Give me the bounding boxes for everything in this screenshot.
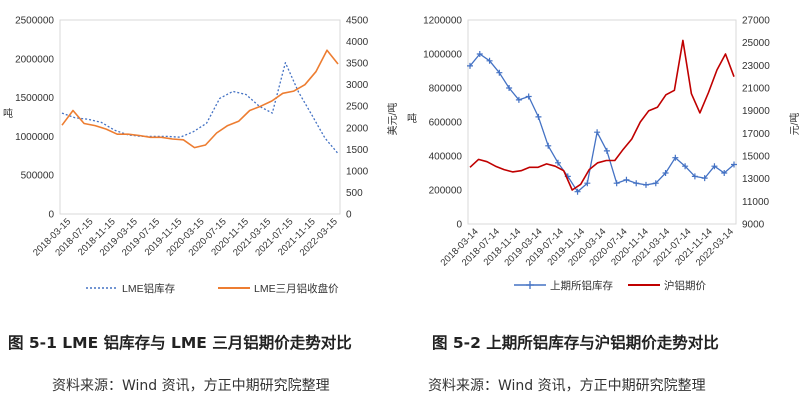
left-tick-label: 500000: [21, 171, 55, 182]
right-tick-label: 4000: [346, 37, 369, 48]
series-point-0: [486, 57, 493, 64]
left-tick-label: 2000000: [15, 54, 54, 65]
left-tick-label: 0: [456, 220, 462, 231]
series-point-0: [633, 180, 640, 187]
series-line-0: [61, 62, 339, 154]
left-tick-label: 400000: [429, 152, 463, 163]
series-point-0: [603, 147, 610, 154]
plot-area: [467, 19, 737, 225]
series-point-0: [643, 181, 649, 188]
left-tick-label: 800000: [429, 84, 463, 95]
right-axis-label: 美元/吨: [386, 103, 399, 136]
series-point-0: [594, 129, 601, 136]
series-point-0: [691, 173, 698, 180]
left-tick-label: 2500000: [15, 16, 54, 27]
left-axis-label: 吨: [407, 112, 417, 125]
series-point-0: [555, 159, 561, 166]
right-tick-label: 0: [346, 210, 352, 221]
right-tick-label: 1500: [346, 145, 369, 156]
series-line-1: [61, 49, 339, 149]
right-tick-label: 19000: [742, 106, 770, 117]
series-point-0: [515, 96, 522, 103]
left-tick-label: 0: [48, 210, 54, 221]
series-point-0: [623, 176, 630, 183]
legend-label-1: LME三月铝收盘价: [254, 282, 339, 295]
right-tick-label: 1000: [346, 166, 369, 177]
series-point-0: [672, 154, 679, 161]
left-tick-label: 1000000: [15, 132, 54, 143]
series-point-0: [711, 163, 718, 170]
series-point-0: [496, 69, 503, 76]
series-point-0: [506, 85, 513, 91]
legend-label-0: 上期所铝库存: [550, 279, 613, 292]
series-point-0: [731, 161, 737, 168]
right-tick-label: 4500: [346, 16, 369, 27]
chart-panel-lme: 0 500000 1000000 1500000 2000000 2500000 0 500 1…: [0, 0, 404, 324]
source-5-1: 资料来源：Wind 资讯，方正中期研究院整理: [52, 378, 330, 394]
series-point-0: [476, 51, 483, 57]
right-tick-label: 13000: [742, 174, 770, 185]
series-line-1: [469, 39, 735, 191]
left-axis-label: 吨: [3, 107, 13, 120]
right-tick-label: 23000: [742, 61, 770, 72]
right-tick-label: 27000: [742, 16, 770, 27]
series-point-0: [545, 142, 552, 149]
right-tick-label: 15000: [742, 152, 770, 163]
legend-marker-0: [526, 281, 534, 289]
left-tick-label: 1000000: [423, 50, 462, 61]
series-point-0: [525, 93, 532, 100]
series-point-0: [574, 188, 581, 195]
series-point-0: [613, 180, 620, 187]
chart-panel-shfe: 0 200000 400000 600000 800000 1000000 1200000 9…: [404, 0, 808, 324]
series-point-0: [682, 163, 689, 170]
plot-area: [59, 19, 341, 215]
right-tick-label: 11000: [742, 197, 770, 208]
series-point-0: [721, 170, 728, 176]
series-point-0: [467, 62, 473, 69]
left-tick-label: 1500000: [15, 93, 54, 104]
left-tick-label: 200000: [429, 186, 463, 197]
caption-5-1: 图 5-1 LME 铝库存与 LME 三月铝期价走势对比: [8, 334, 352, 352]
series-point-0: [584, 180, 591, 187]
right-tick-label: 2000: [346, 123, 369, 134]
legend-label-0: LME铝库存: [122, 282, 176, 295]
lme-chart: 0 500000 1000000 1500000 2000000 2500000 0 500 1…: [3, 16, 399, 296]
right-tick-label: 17000: [742, 129, 770, 140]
source-5-2: 资料来源：Wind 资讯，方正中期研究院整理: [428, 378, 706, 394]
shfe-chart: 0 200000 400000 600000 800000 1000000 1200000 9…: [407, 16, 801, 293]
right-tick-label: 21000: [742, 84, 770, 95]
left-tick-label: 1200000: [423, 16, 462, 27]
right-tick-label: 3500: [346, 59, 369, 70]
right-tick-label: 3000: [346, 80, 369, 91]
caption-5-2: 图 5-2 上期所铝库存与沪铝期价走势对比: [432, 334, 719, 352]
series-point-0: [701, 175, 708, 182]
right-tick-label: 9000: [742, 220, 765, 231]
series-point-0: [535, 113, 542, 120]
right-tick-label: 500: [346, 188, 363, 199]
right-tick-label: 2500: [346, 102, 369, 113]
series-point-0: [652, 180, 659, 187]
right-axis-label: 元/吨: [788, 113, 801, 136]
right-tick-label: 25000: [742, 38, 770, 49]
left-tick-label: 600000: [429, 118, 463, 129]
series-line-0: [469, 53, 735, 193]
legend-label-1: 沪铝期价: [664, 279, 706, 292]
series-point-0: [662, 170, 669, 176]
